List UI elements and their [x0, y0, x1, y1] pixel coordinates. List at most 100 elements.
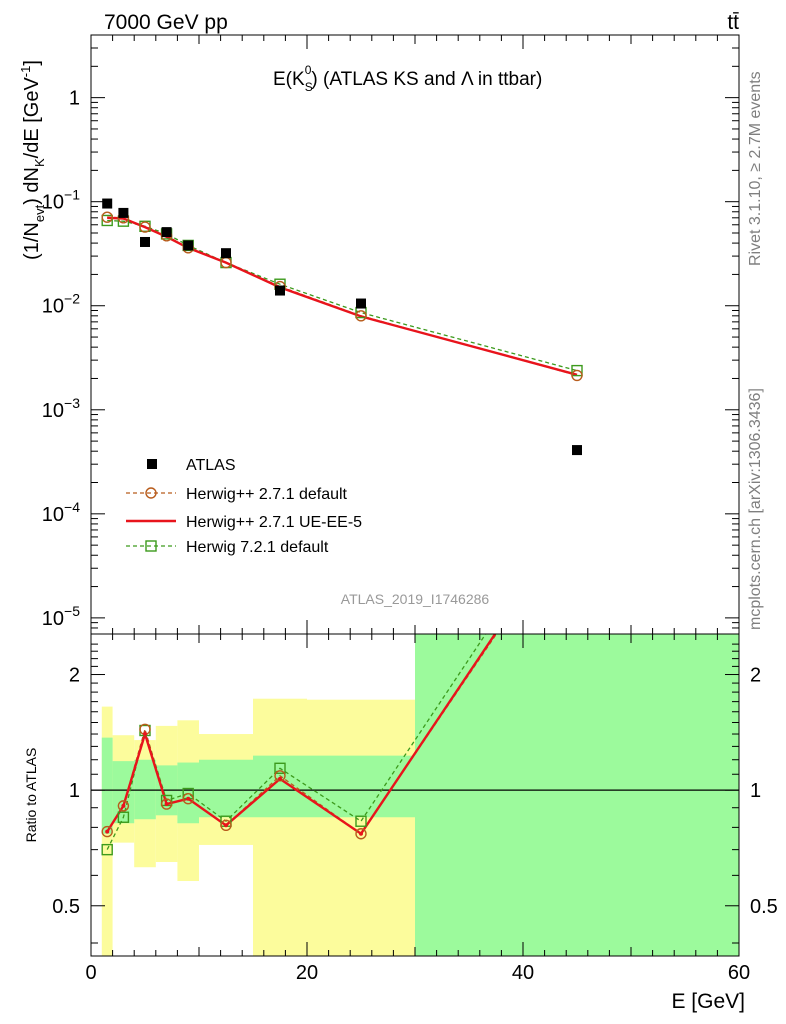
marker-atlas	[118, 207, 129, 218]
y-tick-label-exponent: −5	[64, 603, 80, 619]
plot-title-main: E(K	[273, 69, 305, 90]
y-tick-label-base: 10	[42, 608, 64, 630]
x-axis-label: E [GeV]	[671, 990, 745, 1013]
marker-herwig7-default	[571, 364, 583, 377]
legend-marker-atlas	[147, 459, 157, 469]
ratio-y-tick-label-right: 1	[750, 780, 761, 802]
plot-title-rest: ) (ATLAS KS and Λ in ttbar)	[311, 69, 542, 90]
y-axis-label: (1/Nevt) dNK/dE [GeV-1]	[18, 60, 47, 260]
ratio-y-tick-label-right: 0.5	[750, 896, 778, 918]
y-label-sub-evt: evt	[32, 204, 47, 222]
uncertainty-band-stat	[177, 762, 199, 824]
plot-title-superscript: 0	[305, 63, 312, 77]
marker-atlas	[221, 248, 231, 259]
legend-label-herwig7-default: Herwig 7.2.1 default	[186, 539, 329, 556]
ratio-marker-herwigpp-ueee5	[278, 776, 282, 781]
legend-marker-herwig7-default	[145, 540, 157, 552]
marker-atlas	[183, 240, 194, 251]
y-tick-label-base: 10	[42, 296, 64, 318]
y-label-sub-k: K	[32, 158, 47, 167]
y-tick-label: 1	[69, 88, 80, 110]
y-tick-label-exponent: −3	[64, 395, 80, 411]
marker-herwig7-default	[101, 214, 113, 227]
legend-entry-atlas: ATLAS	[147, 457, 236, 474]
analysis-label: ATLAS_2019_I1746286	[341, 591, 490, 607]
legend: ATLAS Herwig++ 2.7.1 default Herwig++ 2.…	[126, 457, 362, 556]
legend-entry-herwigpp-default: Herwig++ 2.7.1 default	[126, 486, 348, 503]
ratio-marker-herwigpp-ueee5	[121, 803, 126, 808]
marker-herwigpp-default	[101, 211, 113, 223]
legend-label-atlas: ATLAS	[186, 457, 236, 474]
uncertainty-band-total	[253, 698, 307, 956]
y-tick-label: 10−2	[42, 291, 80, 318]
rivet-version-label: Rivet 3.1.10, ≥ 2.7M events	[747, 71, 764, 266]
mcplots-reference-label: mcplots.cern.ch [arXiv:1306.3436]	[747, 388, 764, 630]
ratio-marker-herwig7-default	[274, 762, 286, 774]
x-tick-label: 40	[512, 962, 534, 984]
ratio-marker-herwig7-default	[117, 811, 130, 823]
ratio-y-axis-label: Ratio to ATLAS	[23, 748, 39, 843]
legend-entry-herwig7-default: Herwig 7.2.1 default	[126, 539, 329, 556]
y-tick-label-exponent: −4	[64, 499, 80, 515]
y-label-part-b: ) dN	[21, 167, 43, 205]
x-tick-label: 60	[728, 962, 750, 984]
y-tick-label: 10−1	[42, 187, 80, 214]
plot-title: E(KS 0) (ATLAS KS and Λ in ttbar)	[273, 63, 542, 94]
legend-marker-herwigpp-default	[145, 487, 157, 499]
ratio-panel: 0.5 0.51 12 20 20 40 60 Ratio to ATLAS E [GeV]	[23, 633, 778, 1013]
y-tick-label-base: 10	[42, 504, 64, 526]
plot-title-subscript: S	[305, 80, 313, 94]
marker-atlas	[275, 285, 285, 296]
ratio-marker-herwigpp-default	[355, 828, 367, 840]
ratio-y-tick-label-left: 2	[69, 665, 80, 687]
legend-entry-herwigpp-ueee5: Herwig++ 2.7.1 UE-EE-5	[126, 514, 362, 531]
marker-atlas	[161, 227, 172, 238]
uncertainty-band-stat	[415, 634, 739, 956]
y-tick-label-base: 10	[42, 400, 64, 422]
uncertainty-band-stat	[101, 737, 113, 834]
energy-label: 7000 GeV pp	[104, 11, 228, 34]
ratio-line-herwig7-default	[106, 634, 487, 850]
ratio-marker-herwigpp-default	[160, 798, 173, 810]
main-panel: 110−110−210−310−410−5 E(KS0) (ATLAS KS a…	[18, 34, 740, 635]
ratio-marker-herwigpp-ueee5	[164, 802, 169, 807]
y-label-sup: -1	[18, 66, 33, 78]
y-tick-label: 10−3	[42, 395, 80, 422]
ratio-marker-herwigpp-default	[117, 800, 130, 812]
ratio-marker-herwigpp-ueee5	[143, 732, 147, 737]
y-label-part-d: ]	[21, 60, 43, 66]
marker-atlas	[102, 198, 113, 209]
y-label-part-c: /dE [GeV	[21, 77, 43, 159]
x-tick-label: 0	[85, 962, 96, 984]
ratio-marker-herwigpp-ueee5	[186, 796, 191, 801]
marker-atlas	[572, 445, 582, 456]
ratio-marker-herwigpp-ueee5	[224, 823, 228, 828]
uncertainty-band-total	[307, 699, 415, 956]
marker-atlas	[140, 236, 150, 247]
uncertainty-band-stat	[307, 755, 415, 818]
x-tick-label: 20	[296, 962, 318, 984]
ratio-marker-herwigpp-default	[220, 819, 232, 831]
ratio-y-tick-label-left: 1	[69, 780, 80, 802]
ratio-marker-herwigpp-ueee5	[105, 829, 110, 834]
uncertainty-band-stat	[134, 759, 156, 820]
ratio-y-tick-label-left: 0.5	[52, 896, 80, 918]
uncertainty-band-stat	[112, 761, 135, 824]
ratio-marker-herwigpp-default	[101, 825, 113, 838]
marker-herwigpp-default	[571, 369, 583, 382]
ratio-marker-herwig7-default	[101, 843, 113, 856]
y-tick-label-exponent: −1	[64, 187, 80, 203]
ratio-y-tick-label-right: 2	[750, 665, 761, 687]
y-tick-label-base: 10	[42, 192, 64, 214]
ratio-marker-herwig7-default	[355, 815, 367, 827]
process-label: tt̄	[727, 11, 739, 34]
y-tick-label-exponent: −2	[64, 291, 80, 307]
marker-herwigpp-default	[139, 221, 151, 233]
marker-herwigpp-default	[355, 310, 367, 322]
ratio-marker-herwigpp-default	[182, 793, 194, 805]
marker-atlas	[356, 298, 366, 309]
y-label-part-a: (1/N	[21, 222, 43, 260]
legend-label-herwigpp-default: Herwig++ 2.7.1 default	[186, 486, 348, 503]
legend-label-herwigpp-ueee5: Herwig++ 2.7.1 UE-EE-5	[186, 514, 362, 531]
